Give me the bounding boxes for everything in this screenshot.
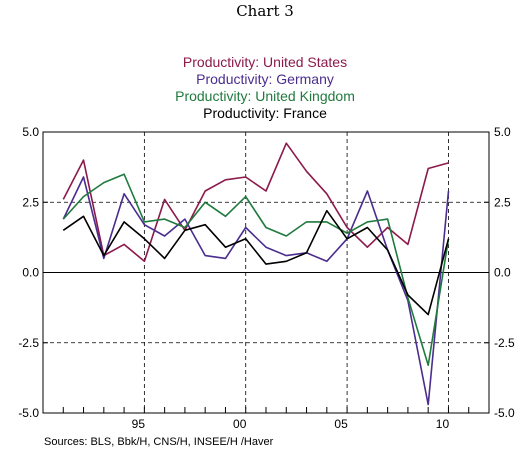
y-tick-label-right: -5.0: [494, 406, 515, 420]
x-tick-label: 10: [436, 417, 450, 431]
y-tick-label-left: 0.0: [22, 266, 39, 280]
x-tick-label: 05: [334, 417, 348, 431]
y-tick-label-left: 2.5: [22, 195, 39, 209]
series-title-france: Productivity: France: [203, 105, 327, 121]
y-tick-label-right: -2.5: [494, 336, 515, 350]
series-line-0: [62, 142, 449, 263]
y-tick-label-left: -5.0: [18, 406, 39, 420]
series-line-3: [62, 209, 450, 316]
y-tick-label-left: 5.0: [22, 125, 39, 139]
source-note: Sources: BLS, Bbk/H, CNS/H, INSEE/H /Hav…: [44, 436, 274, 448]
series-line-1: [62, 176, 450, 406]
series-title-germany: Productivity: Germany: [196, 71, 334, 87]
y-tick-label-right: 0.0: [494, 266, 511, 280]
chart-heading: Chart 3: [236, 2, 294, 20]
y-tick-label-right: 5.0: [494, 125, 511, 139]
x-tick-label: 00: [233, 417, 247, 431]
series-line-2: [62, 173, 450, 367]
x-tick-label: 95: [132, 417, 146, 431]
series-title-united-kingdom: Productivity: United Kingdom: [175, 88, 355, 104]
y-tick-label-right: 2.5: [494, 195, 511, 209]
series-title-united-states: Productivity: United States: [182, 54, 348, 70]
y-tick-label-left: -2.5: [18, 336, 39, 350]
